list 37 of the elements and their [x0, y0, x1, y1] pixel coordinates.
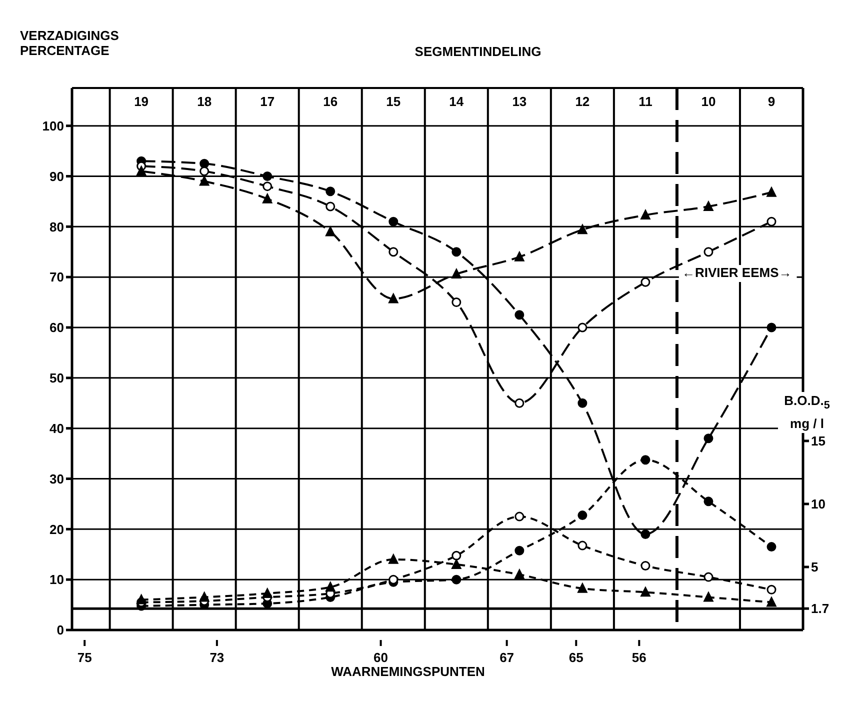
y-tick-label: 40 [50, 420, 64, 436]
y-axis-title: VERZADIGINGS PERCENTAGE [20, 28, 120, 58]
x-tick-label: 17 [260, 94, 275, 109]
text: WAARNEMINGSPUNTEN [330, 664, 486, 679]
x-tick-label: 12 [575, 94, 590, 109]
x-tick-label: 16 [323, 94, 338, 109]
y2-tick-label: 10 [811, 496, 826, 512]
text: 65 [568, 650, 584, 665]
y2-tick-label: 1.7 [811, 601, 830, 616]
x-tick-label: 9 [768, 94, 776, 109]
y-tick-label: 30 [50, 471, 64, 486]
text: 73 [210, 650, 224, 665]
x-tick-label: 11 [638, 94, 652, 109]
x-tick-label: 19 [134, 94, 149, 109]
x-tick-label: 13 [512, 94, 527, 109]
y2-axis-title: B.O.D.$_{5}$ mg / l [778, 392, 836, 433]
text: 75 [77, 650, 92, 665]
y2-tick-label: 15 [811, 434, 826, 449]
x-tick-label: 15 [386, 94, 401, 109]
y-tick-label: 20 [50, 522, 64, 537]
text: 60 [374, 650, 388, 665]
y-tick-label: 70 [50, 270, 64, 285]
x-axis-title: SEGMENTINDELING [414, 44, 542, 59]
x-tick-label: 10 [701, 94, 716, 109]
x-tick-label: 18 [197, 94, 212, 109]
y-tick-label: 60 [50, 320, 64, 336]
text: 67 [500, 650, 514, 665]
y-tick-label: 80 [50, 219, 64, 234]
y-tick-label: 10 [50, 572, 64, 588]
y-tick-label: 50 [50, 370, 64, 386]
y2-tick-label: 5 [811, 560, 818, 575]
ref-line-label: ←RIVIER EEMS→ [682, 265, 792, 280]
x-tick-label: 14 [449, 94, 464, 109]
y-tick-label: 100 [42, 118, 64, 134]
y-tick-label: 90 [50, 168, 64, 184]
y-tick-label: 0 [56, 622, 64, 638]
text: 56 [632, 650, 646, 665]
